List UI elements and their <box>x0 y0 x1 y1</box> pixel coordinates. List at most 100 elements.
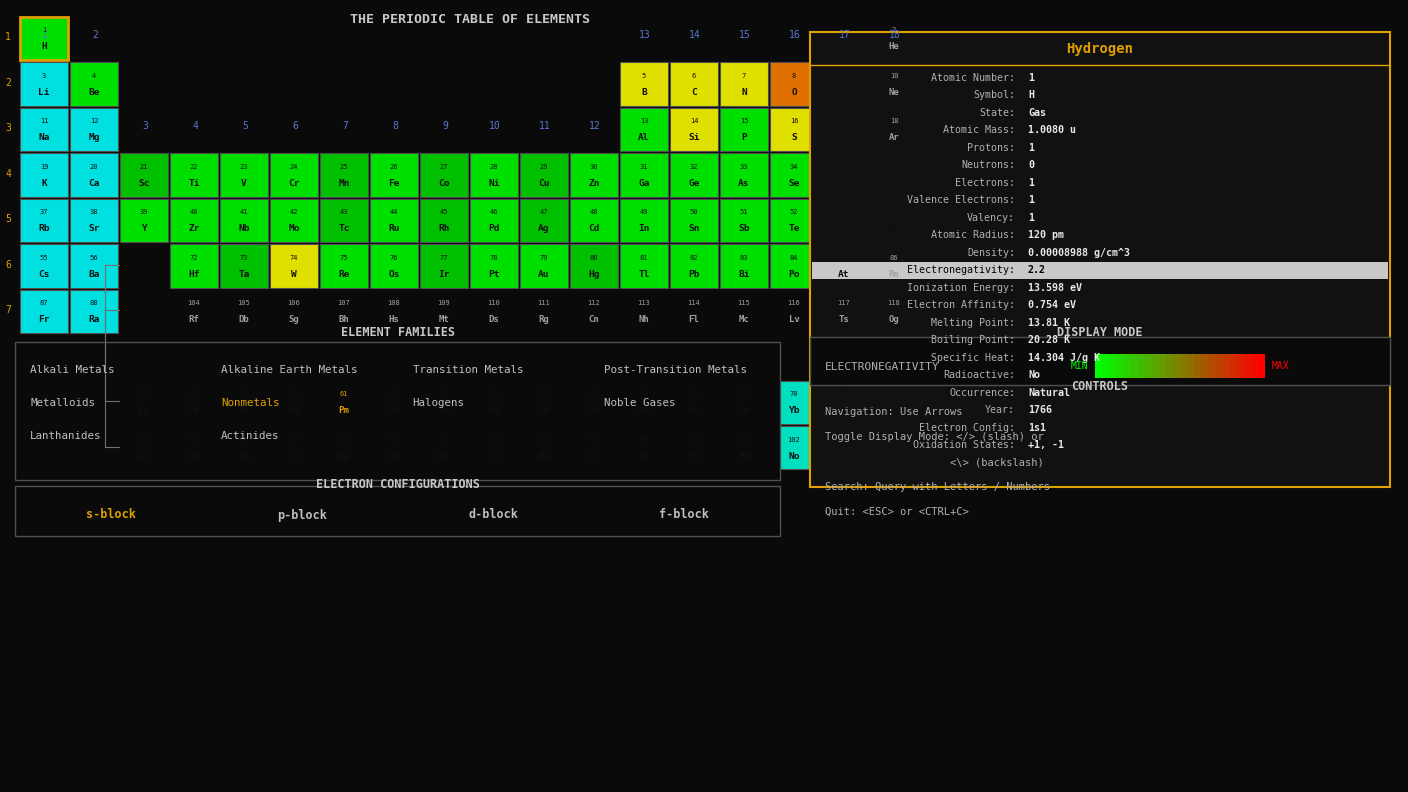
Text: Pd: Pd <box>489 224 500 234</box>
Text: 2: 2 <box>92 30 99 40</box>
Text: Sn: Sn <box>689 224 700 234</box>
Text: 101: 101 <box>738 437 750 443</box>
Bar <box>870 153 918 196</box>
Text: S: S <box>791 133 797 143</box>
Text: As: As <box>738 179 749 188</box>
Bar <box>719 62 767 105</box>
Text: 90: 90 <box>190 437 199 443</box>
Text: 20.28 K: 20.28 K <box>1028 335 1070 345</box>
Bar <box>170 244 218 287</box>
Bar <box>270 426 318 470</box>
Text: 3: 3 <box>42 73 46 79</box>
Text: Electrons:: Electrons: <box>955 177 1015 188</box>
Text: Melting Point:: Melting Point: <box>931 318 1015 328</box>
Bar <box>670 426 718 470</box>
Text: 113: 113 <box>638 300 650 307</box>
Text: Hf: Hf <box>189 270 200 279</box>
Bar <box>520 199 567 242</box>
Text: 34: 34 <box>790 164 798 170</box>
Text: +1, -1: +1, -1 <box>1028 440 1064 450</box>
Bar <box>20 244 68 287</box>
Text: Ir: Ir <box>438 270 449 279</box>
Text: 75: 75 <box>339 255 348 261</box>
Bar <box>320 426 367 470</box>
Text: 33: 33 <box>739 164 748 170</box>
Bar <box>520 153 567 196</box>
Text: 76: 76 <box>390 255 398 261</box>
Text: 63: 63 <box>439 391 448 398</box>
Text: 28: 28 <box>490 164 498 170</box>
Text: 69: 69 <box>739 391 748 398</box>
Text: Tm: Tm <box>738 406 749 416</box>
Text: 47: 47 <box>539 209 548 215</box>
Bar <box>520 244 567 287</box>
Text: 78: 78 <box>490 255 498 261</box>
Text: Ne: Ne <box>888 88 900 97</box>
Text: 29: 29 <box>539 164 548 170</box>
Text: MIN: MIN <box>1070 361 1088 371</box>
Text: 104: 104 <box>187 300 200 307</box>
Bar <box>520 380 567 424</box>
Text: 77: 77 <box>439 255 448 261</box>
Text: 40: 40 <box>190 209 199 215</box>
Bar <box>20 108 68 151</box>
Text: 44: 44 <box>390 209 398 215</box>
Bar <box>220 199 268 242</box>
Text: 42: 42 <box>290 209 298 215</box>
Text: 14: 14 <box>689 30 701 40</box>
Text: 25: 25 <box>339 164 348 170</box>
Text: 26: 26 <box>390 164 398 170</box>
Text: Transition Metals: Transition Metals <box>413 365 522 375</box>
Bar <box>270 380 318 424</box>
Text: 6: 6 <box>291 121 298 131</box>
Bar <box>620 244 667 287</box>
Bar <box>670 108 718 151</box>
Text: V: V <box>241 179 246 188</box>
Text: 93: 93 <box>339 437 348 443</box>
Bar <box>70 153 118 196</box>
Text: Post-Transition Metals: Post-Transition Metals <box>604 365 746 375</box>
Text: 12: 12 <box>589 121 601 131</box>
Bar <box>170 426 218 470</box>
Text: 87: 87 <box>39 300 48 307</box>
Text: 83: 83 <box>739 255 748 261</box>
Text: 15: 15 <box>739 30 750 40</box>
Bar <box>819 62 867 105</box>
Text: Ca: Ca <box>89 179 100 188</box>
Text: Ba: Ba <box>89 270 100 279</box>
Text: Lr: Lr <box>838 452 850 461</box>
Text: Specific Heat:: Specific Heat: <box>931 352 1015 363</box>
Text: O: O <box>791 88 797 97</box>
Text: 105: 105 <box>238 300 251 307</box>
Text: Md: Md <box>738 452 749 461</box>
Text: Rb: Rb <box>38 224 49 234</box>
Text: CONTROLS: CONTROLS <box>1071 379 1128 393</box>
Text: Na: Na <box>38 133 49 143</box>
Bar <box>70 62 118 105</box>
Bar <box>810 337 1390 385</box>
Bar <box>1257 354 1264 378</box>
Text: 111: 111 <box>538 300 551 307</box>
Text: 5: 5 <box>242 121 248 131</box>
Text: 7: 7 <box>342 121 348 131</box>
Text: 103: 103 <box>838 437 850 443</box>
Text: Cr: Cr <box>289 179 300 188</box>
Text: 117: 117 <box>838 300 850 307</box>
Text: 3: 3 <box>142 121 148 131</box>
Text: 10: 10 <box>890 73 898 79</box>
Bar <box>1222 354 1229 378</box>
Bar <box>770 244 818 287</box>
Text: Nd: Nd <box>289 406 300 416</box>
Text: Nh: Nh <box>639 315 649 325</box>
Bar <box>810 32 1390 487</box>
Text: Sb: Sb <box>738 224 749 234</box>
Text: Cm: Cm <box>489 452 500 461</box>
Bar <box>70 244 118 287</box>
Bar <box>1229 354 1236 378</box>
Bar <box>670 153 718 196</box>
Bar <box>770 380 818 424</box>
Bar <box>770 62 818 105</box>
Text: Pa: Pa <box>238 452 249 461</box>
Text: 32: 32 <box>690 164 698 170</box>
Bar <box>320 153 367 196</box>
